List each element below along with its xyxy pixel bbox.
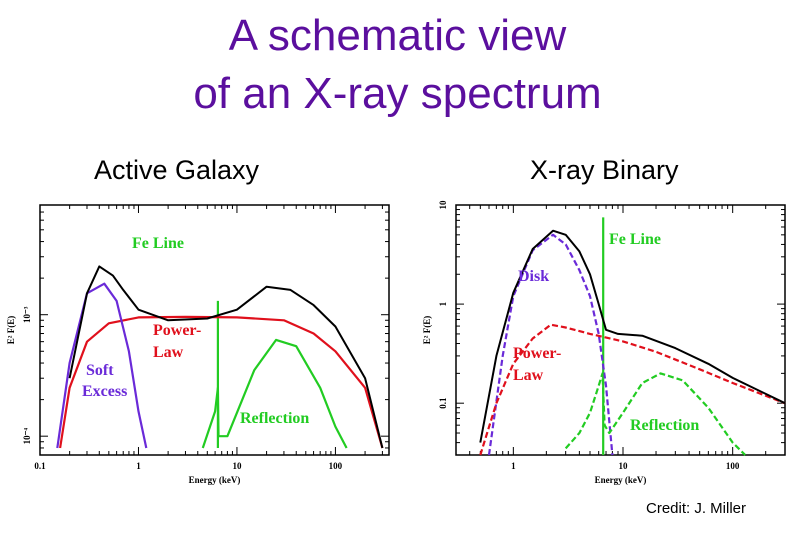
annotation-label: Law xyxy=(513,367,544,384)
series-disk xyxy=(487,233,614,456)
series-total xyxy=(479,229,786,443)
annotation-label: Fe Line xyxy=(132,235,184,252)
annotation-label: Fe Line xyxy=(609,231,661,248)
slide-title-line-2: of an X-ray spectrum xyxy=(193,69,602,118)
annotation-label: Law xyxy=(153,344,184,361)
y-tick-label: 0.1 xyxy=(438,397,448,409)
y-axis-label: E² F(E) xyxy=(6,316,16,344)
x-tick-label: 10 xyxy=(619,461,629,471)
annotation-label: Reflection xyxy=(630,417,699,434)
series-soft-excess xyxy=(56,282,148,449)
x-tick-label: 1 xyxy=(136,461,141,471)
y-tick-label: 10⁻⁴ xyxy=(22,428,32,445)
annotation-label: Excess xyxy=(82,383,127,400)
x-tick-label: 10 xyxy=(232,461,242,471)
x-tick-label: 100 xyxy=(726,461,740,471)
x-tick-label: 0.1 xyxy=(34,461,46,471)
y-tick-label: 10⁻³ xyxy=(22,306,32,323)
x-axis-label: Energy (keV) xyxy=(189,475,241,485)
y-tick-label: 10 xyxy=(438,200,448,210)
x-tick-label: 100 xyxy=(329,461,343,471)
annotation-label: Soft xyxy=(86,362,114,379)
annotation-label: Power- xyxy=(153,322,201,339)
annotation-label: Power- xyxy=(513,345,561,362)
annotation-label: Disk xyxy=(518,268,549,285)
y-axis-label: E² F(E) xyxy=(422,316,432,344)
chart-title-active-galaxy: Active Galaxy xyxy=(94,155,260,185)
series-reflection xyxy=(201,338,348,449)
x-axis-label: Energy (keV) xyxy=(595,475,647,485)
series-reflection xyxy=(564,372,746,456)
annotation-label: Reflection xyxy=(240,410,309,427)
slide-title-line-1: A schematic view xyxy=(228,11,567,60)
plot-frame-0 xyxy=(39,204,390,456)
credit-text: Credit: J. Miller xyxy=(646,500,747,517)
series-total xyxy=(68,265,384,449)
plot-frame-1 xyxy=(455,204,786,456)
y-tick-label: 1 xyxy=(438,301,448,306)
x-tick-label: 1 xyxy=(511,461,516,471)
chart-title-xray-binary: X-ray Binary xyxy=(530,155,679,185)
